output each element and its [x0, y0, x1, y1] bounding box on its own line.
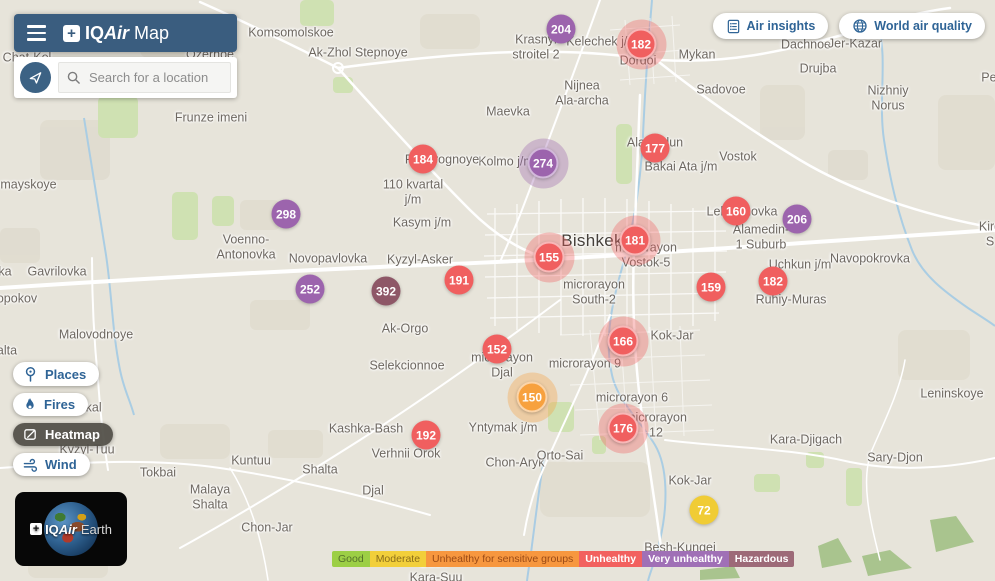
aqi-value: 72: [689, 495, 719, 525]
world-air-quality-label: World air quality: [874, 19, 972, 33]
legend-item: Moderate: [369, 551, 427, 567]
navigation-arrow-icon: [29, 72, 42, 84]
legend-item: Good: [332, 551, 370, 567]
aqi-marker-252[interactable]: 252: [295, 274, 325, 304]
aqi-marker-182[interactable]: 182: [758, 266, 788, 296]
earth-globe-image: [44, 502, 98, 556]
layer-buttons: Places Fires Heatmap Wind: [13, 362, 113, 476]
aqi-marker-155[interactable]: 155: [533, 241, 565, 273]
search-icon: [67, 71, 80, 84]
aqi-value: 176: [607, 412, 639, 444]
wind-label: Wind: [45, 457, 77, 472]
fires-label: Fires: [44, 397, 76, 412]
top-buttons: Air insights World air quality: [712, 13, 985, 39]
aqi-marker-181[interactable]: 181: [619, 224, 651, 256]
fires-button[interactable]: Fires: [13, 393, 89, 416]
aqi-marker-150[interactable]: 150: [516, 381, 548, 413]
aqi-marker-392[interactable]: 392: [371, 276, 401, 306]
search-field: [58, 62, 231, 93]
aqi-marker-159[interactable]: 159: [696, 272, 726, 302]
aqi-value: 152: [482, 334, 512, 364]
places-button[interactable]: Places: [13, 362, 100, 386]
aqi-value: 181: [619, 224, 651, 256]
aqi-marker-72[interactable]: 72: [689, 495, 719, 525]
aqi-value: 155: [533, 241, 565, 273]
aqi-marker-166[interactable]: 166: [607, 325, 639, 357]
aqi-value: 177: [640, 133, 670, 163]
earth-brand-air: Air: [58, 521, 77, 537]
legend-item: Hazardous: [728, 551, 795, 567]
wind-button[interactable]: Wind: [13, 453, 90, 476]
aqi-value: 182: [625, 28, 657, 60]
aqi-value: 206: [782, 204, 812, 234]
iqair-plus-icon: +: [63, 24, 80, 42]
aqi-marker-184[interactable]: 184: [408, 144, 438, 174]
air-insights-button[interactable]: Air insights: [712, 13, 829, 39]
aqi-legend: Good Moderate Unhealthy for sensitive grou…: [332, 551, 795, 567]
search-input[interactable]: [87, 69, 223, 86]
aqi-marker-182[interactable]: 182: [625, 28, 657, 60]
aqi-marker-177[interactable]: 177: [640, 133, 670, 163]
aqi-marker-160[interactable]: 160: [721, 196, 751, 226]
aqi-marker-274[interactable]: 274: [527, 147, 559, 179]
aqi-value: 204: [546, 14, 576, 44]
iqair-plus-icon: +: [30, 523, 43, 535]
brand-air: Air: [104, 22, 130, 43]
legend-item: Very unhealthy: [642, 551, 729, 567]
locate-me-button[interactable]: [20, 62, 51, 93]
brand-map: Map: [134, 22, 170, 43]
aqi-value: 160: [721, 196, 751, 226]
aqi-value: 159: [696, 272, 726, 302]
aqi-value: 182: [758, 266, 788, 296]
wind-icon: [23, 458, 38, 472]
iqair-map-logo: + IQ Air Map: [63, 23, 169, 44]
map-pin-icon: [25, 366, 36, 382]
aqi-value: 252: [295, 274, 325, 304]
aqi-marker-192[interactable]: 192: [411, 420, 441, 450]
terrain-patches: [0, 14, 995, 578]
places-label: Places: [45, 366, 87, 382]
legend-item: Unhealthy for sensitive groups: [426, 551, 580, 567]
aqi-value: 274: [527, 147, 559, 179]
globe-icon: [853, 19, 867, 33]
aqi-marker-298[interactable]: 298: [271, 199, 301, 229]
aqi-value: 298: [271, 199, 301, 229]
aqi-marker-206[interactable]: 206: [782, 204, 812, 234]
world-air-quality-button[interactable]: World air quality: [839, 13, 985, 39]
air-insights-label: Air insights: [746, 19, 816, 33]
aqi-value: 166: [607, 325, 639, 357]
aqi-marker-152[interactable]: 152: [482, 334, 512, 364]
aqi-marker-204[interactable]: 204: [546, 14, 576, 44]
earth-brand-iq: IQ: [45, 521, 59, 537]
aqi-marker-191[interactable]: 191: [444, 265, 474, 295]
legend-item: Unhealthy: [579, 551, 643, 567]
iqair-earth-card[interactable]: + IQ Air Earth: [15, 492, 127, 566]
menu-icon[interactable]: [27, 25, 46, 41]
forest-areas: [700, 516, 974, 580]
search-bar: [14, 57, 237, 98]
brand-iq: IQ: [85, 22, 105, 43]
heatmap-button[interactable]: Heatmap: [13, 423, 113, 446]
earth-brand-suffix: Earth: [80, 521, 112, 537]
heatmap-icon: [24, 429, 36, 440]
aqi-marker-176[interactable]: 176: [607, 412, 639, 444]
iqair-earth-logo: + IQ Air Earth: [30, 522, 112, 537]
aqi-value: 184: [408, 144, 438, 174]
app-header: + IQ Air Map: [14, 14, 237, 52]
aqi-value: 191: [444, 265, 474, 295]
city-grid: [483, 198, 728, 336]
heatmap-label: Heatmap: [45, 427, 100, 442]
aqi-value: 392: [371, 276, 401, 306]
aqi-value: 192: [411, 420, 441, 450]
list-icon: [727, 19, 739, 33]
aqi-value: 150: [516, 381, 548, 413]
flame-icon: [26, 397, 34, 410]
